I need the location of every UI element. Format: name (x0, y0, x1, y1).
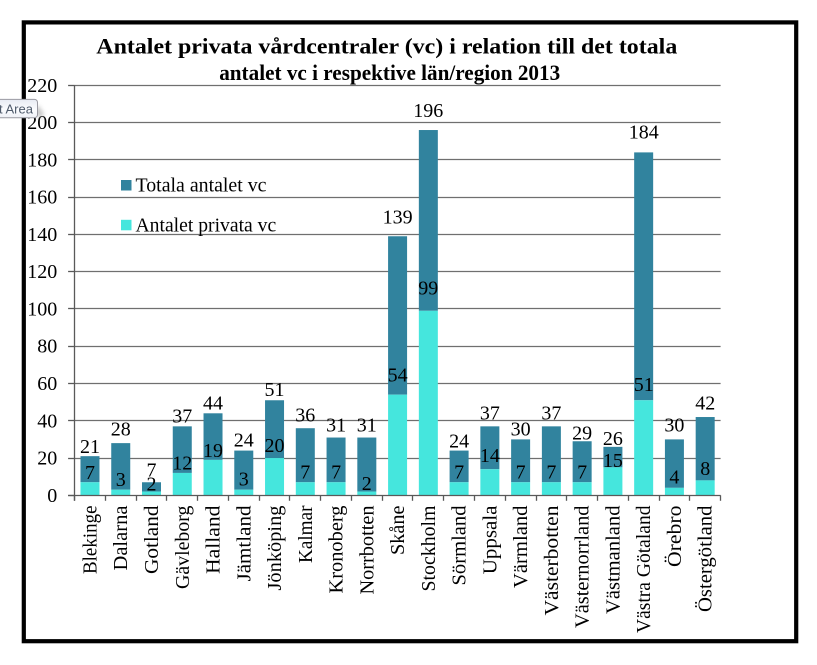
svg-text:139: 139 (383, 207, 413, 229)
svg-text:21: 21 (80, 436, 100, 458)
svg-text:15: 15 (603, 450, 623, 472)
svg-text:24: 24 (449, 431, 469, 453)
svg-text:Norrbotten: Norrbotten (357, 505, 378, 594)
svg-text:196: 196 (413, 100, 443, 122)
svg-text:12: 12 (172, 452, 192, 474)
svg-text:51: 51 (634, 374, 654, 396)
svg-text:29: 29 (572, 422, 592, 444)
svg-text:120: 120 (27, 261, 57, 283)
svg-text:31: 31 (357, 415, 377, 437)
svg-text:2: 2 (362, 473, 372, 495)
svg-text:2: 2 (147, 474, 157, 496)
svg-text:3: 3 (116, 469, 126, 491)
svg-text:37: 37 (541, 403, 561, 425)
svg-text:Jämtland: Jämtland (234, 505, 255, 581)
svg-text:Gotland: Gotland (142, 505, 163, 574)
svg-text:Halland: Halland (204, 505, 225, 574)
svg-text:160: 160 (27, 187, 57, 209)
svg-text:Gävleborg: Gävleborg (173, 505, 194, 589)
svg-text:Östergötland: Östergötland (696, 505, 717, 612)
svg-text:7: 7 (577, 461, 587, 483)
svg-text:26: 26 (603, 428, 623, 450)
svg-text:Sörmland: Sörmland (450, 505, 471, 585)
svg-text:7: 7 (516, 461, 526, 483)
svg-text:Västmanland: Västmanland (603, 505, 624, 614)
svg-text:7: 7 (147, 459, 157, 481)
svg-text:220: 220 (27, 75, 57, 97)
svg-text:37: 37 (172, 405, 192, 427)
svg-text:37: 37 (480, 403, 500, 425)
svg-text:Stockholm: Stockholm (419, 506, 440, 592)
svg-text:Skåne: Skåne (388, 506, 409, 556)
svg-text:19: 19 (203, 440, 223, 462)
svg-text:40: 40 (37, 410, 57, 432)
svg-text:42: 42 (695, 393, 715, 415)
svg-text:7: 7 (85, 462, 95, 484)
svg-text:Uppsala: Uppsala (480, 505, 501, 574)
svg-text:Antalet privata vårdcentraler: Antalet privata vårdcentraler (vc) i rel… (96, 33, 677, 58)
svg-text:Västernorrland: Västernorrland (573, 505, 594, 628)
svg-text:Jönköping: Jönköping (265, 505, 286, 590)
svg-text:31: 31 (326, 415, 346, 437)
svg-text:7: 7 (546, 461, 556, 483)
svg-text:Blekinge: Blekinge (81, 506, 102, 575)
svg-text:Värmland: Värmland (511, 505, 532, 588)
svg-text:Totala antalet vc: Totala antalet vc (136, 174, 267, 196)
svg-text:44: 44 (203, 392, 223, 414)
svg-text:4: 4 (669, 466, 679, 488)
svg-text:Kalmar: Kalmar (296, 505, 317, 563)
svg-text:20: 20 (265, 435, 285, 457)
svg-text:30: 30 (664, 414, 684, 436)
svg-text:28: 28 (111, 419, 131, 441)
svg-text:30: 30 (511, 419, 531, 441)
svg-text:99: 99 (418, 277, 438, 299)
svg-text:Kronoberg: Kronoberg (327, 505, 348, 593)
svg-text:3: 3 (239, 469, 249, 491)
svg-text:8: 8 (700, 458, 710, 480)
svg-text:Antalet privata vc: Antalet privata vc (136, 214, 277, 236)
svg-text:antalet vc i respektive län/re: antalet vc i respektive län/region 2013 (219, 60, 560, 85)
svg-text:80: 80 (37, 336, 57, 358)
svg-text:0: 0 (47, 485, 57, 507)
svg-text:7: 7 (300, 461, 310, 483)
svg-text:140: 140 (27, 224, 57, 246)
svg-text:20: 20 (37, 448, 57, 470)
svg-text:24: 24 (234, 430, 254, 452)
svg-text:180: 180 (27, 149, 57, 171)
svg-text:14: 14 (480, 445, 500, 467)
svg-text:60: 60 (37, 373, 57, 395)
svg-text:Västra Götaland: Västra Götaland (634, 505, 655, 633)
svg-text:Dalarna: Dalarna (111, 505, 132, 570)
svg-text:36: 36 (295, 405, 315, 427)
svg-text:100: 100 (27, 298, 57, 320)
svg-text:Västerbotten: Västerbotten (542, 505, 563, 615)
svg-text:184: 184 (629, 121, 659, 143)
svg-text:t Area: t Area (0, 102, 34, 117)
svg-text:7: 7 (331, 461, 341, 483)
svg-text:54: 54 (388, 365, 408, 387)
svg-text:Örebro: Örebro (665, 506, 686, 568)
svg-text:7: 7 (454, 461, 464, 483)
svg-text:51: 51 (265, 379, 285, 401)
